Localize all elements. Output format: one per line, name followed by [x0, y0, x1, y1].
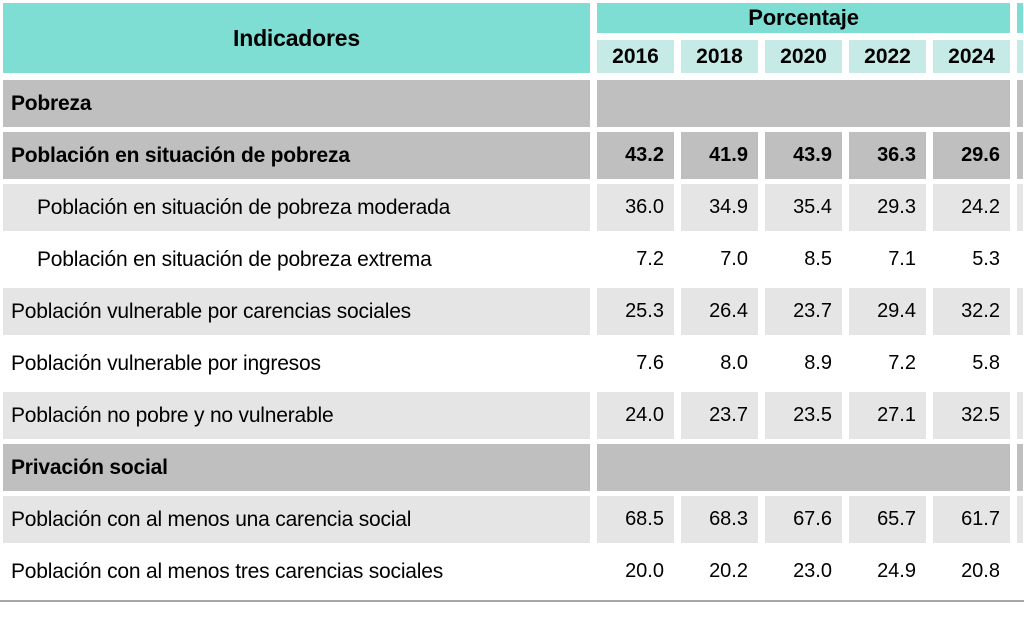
value-cell: 7.2	[849, 340, 926, 387]
row-label: Población con al menos una carencia soci…	[3, 496, 590, 543]
value-cell: 29.4	[849, 288, 926, 335]
year-header-cell-2020: 2020	[765, 40, 842, 73]
value-cell: 23.5	[765, 392, 842, 439]
table-row: Población en situación de pobreza 43.2 4…	[3, 132, 1024, 179]
row-label: Población no pobre y no vulnerable	[3, 392, 590, 439]
partial-column-sliver	[1017, 132, 1023, 179]
value-cell: 24.2	[933, 184, 1010, 231]
year-header-cell-2018: 2018	[681, 40, 758, 73]
table-row: Población vulnerable por ingresos 7.6 8.…	[3, 340, 1024, 387]
value-cell: 68.5	[597, 496, 674, 543]
value-cell: 7.2	[597, 236, 674, 283]
value-cell: 20.0	[597, 548, 674, 595]
value-cell: 23.0	[765, 548, 842, 595]
year-header-cell-2016: 2016	[597, 40, 674, 73]
partial-column-sliver	[1017, 496, 1023, 543]
section-empty-values	[597, 444, 1010, 491]
partial-column-sliver	[1017, 288, 1023, 335]
value-cell: 68.3	[681, 496, 758, 543]
value-cell: 43.2	[597, 132, 674, 179]
value-cell: 24.9	[849, 548, 926, 595]
partial-column-sliver	[1017, 236, 1023, 283]
partial-column-sliver	[1017, 40, 1023, 73]
value-cell: 7.6	[597, 340, 674, 387]
row-label: Población en situación de pobreza extrem…	[3, 236, 590, 283]
value-cell: 7.1	[849, 236, 926, 283]
section-empty-values	[597, 80, 1010, 127]
value-cell: 25.3	[597, 288, 674, 335]
value-cell: 26.4	[681, 288, 758, 335]
value-cell: 32.2	[933, 288, 1010, 335]
row-label: Población vulnerable por carencias socia…	[3, 288, 590, 335]
partial-column-sliver	[1017, 80, 1023, 127]
value-cell: 65.7	[849, 496, 926, 543]
value-cell: 36.0	[597, 184, 674, 231]
value-cell: 5.8	[933, 340, 1010, 387]
partial-column-sliver	[1017, 444, 1023, 491]
value-cell: 5.3	[933, 236, 1010, 283]
row-label: Población en situación de pobreza modera…	[3, 184, 590, 231]
value-cell: 32.5	[933, 392, 1010, 439]
table-row: Población con al menos una carencia soci…	[3, 496, 1024, 543]
year-header-cell-2022: 2022	[849, 40, 926, 73]
partial-column-sliver	[1017, 392, 1023, 439]
value-cell: 23.7	[765, 288, 842, 335]
value-cell: 29.6	[933, 132, 1010, 179]
value-cell: 23.7	[681, 392, 758, 439]
table-row: Población en situación de pobreza extrem…	[3, 236, 1024, 283]
table-row: Población en situación de pobreza modera…	[3, 184, 1024, 231]
value-cell: 8.5	[765, 236, 842, 283]
value-cell: 35.4	[765, 184, 842, 231]
value-cell: 7.0	[681, 236, 758, 283]
value-cell: 29.3	[849, 184, 926, 231]
section-row-privacion-social: Privación social	[3, 444, 1024, 491]
value-cell: 43.9	[765, 132, 842, 179]
section-label: Privación social	[3, 444, 590, 491]
value-cell: 24.0	[597, 392, 674, 439]
partial-column-sliver	[1017, 184, 1023, 231]
bottom-separator	[0, 600, 1024, 602]
value-cell: 67.6	[765, 496, 842, 543]
table-header: Indicadores Porcentaje 2016 2018 2020 20…	[3, 3, 1024, 73]
partial-column-sliver	[1017, 340, 1023, 387]
year-header-cell-2024: 2024	[933, 40, 1010, 73]
section-row-pobreza: Pobreza	[3, 80, 1024, 127]
table-row: Población vulnerable por carencias socia…	[3, 288, 1024, 335]
percentage-header-cell: Porcentaje	[597, 3, 1010, 33]
row-label: Población vulnerable por ingresos	[3, 340, 590, 387]
value-cell: 34.9	[681, 184, 758, 231]
section-label: Pobreza	[3, 80, 590, 127]
partial-column-sliver	[1017, 3, 1023, 33]
table-row: Población no pobre y no vulnerable 24.0 …	[3, 392, 1024, 439]
value-cell: 41.9	[681, 132, 758, 179]
row-label: Población en situación de pobreza	[3, 132, 590, 179]
value-cell: 8.9	[765, 340, 842, 387]
table-row: Población con al menos tres carencias so…	[3, 548, 1024, 595]
value-cell: 20.8	[933, 548, 1010, 595]
value-cell: 27.1	[849, 392, 926, 439]
partial-column-sliver	[1017, 548, 1023, 595]
table-container: Indicadores Porcentaje 2016 2018 2020 20…	[0, 3, 1024, 602]
indicators-header-cell: Indicadores	[3, 3, 590, 73]
row-label: Población con al menos tres carencias so…	[3, 548, 590, 595]
value-cell: 20.2	[681, 548, 758, 595]
value-cell: 8.0	[681, 340, 758, 387]
value-cell: 61.7	[933, 496, 1010, 543]
value-cell: 36.3	[849, 132, 926, 179]
